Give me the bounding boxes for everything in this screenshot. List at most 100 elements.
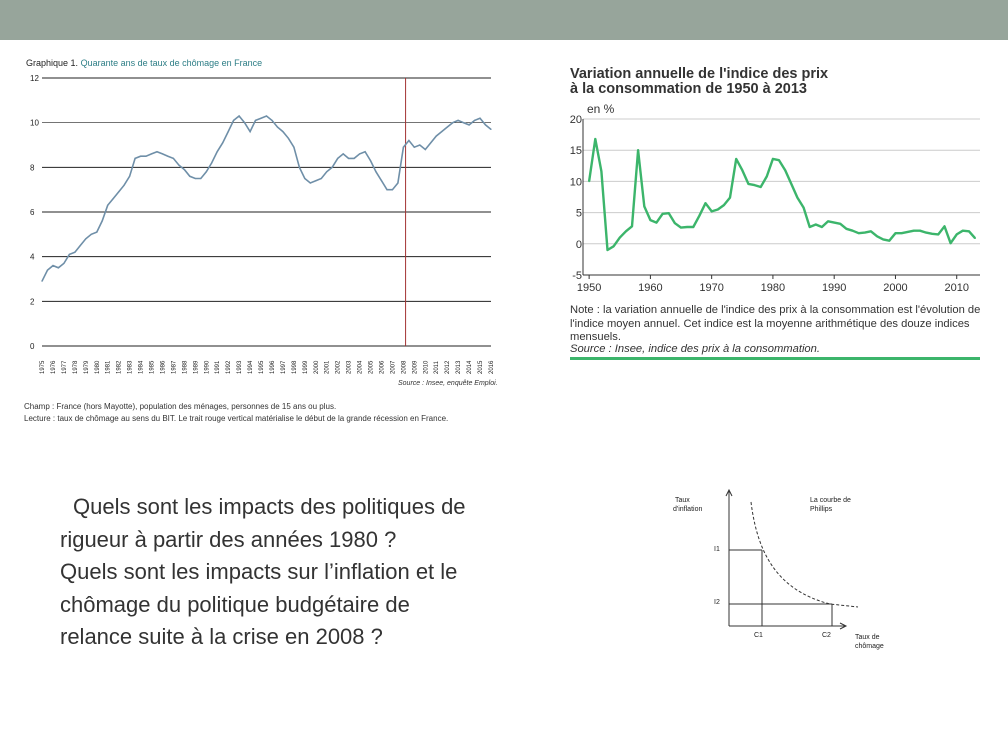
cpi-point — [674, 222, 676, 224]
cpi-point — [649, 219, 652, 221]
cpi-point — [857, 232, 860, 234]
unemp-x-tick-2014: 2014 — [467, 360, 473, 374]
cpi-y-tick-20: 20 — [570, 114, 582, 126]
unemp-point — [320, 177, 322, 180]
cpi-point — [668, 212, 670, 214]
phillips-svg — [725, 488, 859, 630]
unemp-point — [57, 267, 60, 269]
unemp-point — [402, 146, 404, 148]
cpi-point — [759, 186, 762, 188]
cpi-point — [833, 221, 835, 224]
unemp-x-tick-2013: 2013 — [456, 360, 462, 374]
cpi-point — [747, 183, 750, 185]
unemp-point — [298, 166, 300, 168]
unemp-x-tick-1982: 1982 — [117, 360, 123, 374]
cpi-point — [821, 226, 823, 228]
unemp-x-tick-2004: 2004 — [358, 360, 364, 374]
unemp-point — [315, 180, 317, 182]
cpi-point — [784, 169, 786, 171]
unemp-point — [205, 171, 207, 173]
phillips-c1-label: C1 — [754, 632, 763, 639]
unemp-point — [46, 269, 49, 271]
unemp-point — [145, 155, 147, 157]
unemp-x-tick-1978: 1978 — [73, 360, 79, 374]
phillips-curve-label-2: Phillips — [810, 506, 833, 513]
cpi-point — [937, 233, 940, 236]
cpi-y-tick-5: 5 — [576, 208, 582, 220]
unemp-point — [244, 122, 246, 124]
unemp-x-tick-1996: 1996 — [270, 360, 276, 374]
cpi-point — [796, 196, 799, 199]
unemp-point — [96, 231, 98, 233]
unemp-point — [282, 131, 284, 133]
question-line-2: rigueur à partir des années 1980 ? — [60, 526, 397, 552]
cpi-point — [790, 183, 793, 185]
cpi-point — [827, 220, 829, 223]
cpi-y-tick--5: -5 — [572, 270, 582, 282]
cpi-point — [943, 225, 946, 228]
unemp-point — [375, 171, 377, 173]
unemp-point — [233, 119, 235, 121]
cpi-point — [717, 208, 719, 211]
cpi-point — [888, 239, 891, 242]
unemp-point — [468, 124, 470, 126]
unemp-point — [249, 131, 251, 133]
phillips-i1-label: I1 — [714, 546, 720, 553]
unemp-point — [134, 157, 136, 159]
unemp-point — [484, 124, 487, 126]
unemp-x-tick-1987: 1987 — [171, 360, 177, 374]
unemp-point — [441, 131, 443, 133]
unemp-point — [331, 166, 333, 168]
cpi-point — [643, 205, 646, 208]
unemp-x-tick-1994: 1994 — [248, 360, 254, 374]
slide-header-bar — [0, 0, 1008, 40]
unemp-x-tick-2011: 2011 — [434, 360, 440, 374]
unemp-point — [271, 119, 273, 121]
cpi-y-tick-10: 10 — [570, 176, 582, 188]
phillips-x-label-2: chômage — [855, 643, 884, 650]
unemp-point — [101, 220, 103, 222]
cpi-note: Note : la variation annuelle de l'indice… — [570, 304, 981, 343]
unemp-point — [260, 117, 262, 119]
unemp-point — [216, 151, 218, 153]
unemp-point — [227, 131, 229, 133]
unemp-point — [161, 153, 164, 155]
question-line-1: Quels sont les impacts des politiques de — [73, 494, 466, 519]
unemp-x-tick-1976: 1976 — [51, 360, 57, 374]
unemp-point — [222, 142, 224, 144]
cpi-point — [655, 221, 658, 224]
question-line-3: Quels sont les impacts sur l’inflation e… — [60, 559, 458, 584]
unemp-point — [211, 162, 213, 164]
unemp-point — [74, 251, 76, 253]
unemp-point — [342, 153, 344, 155]
unemp-x-tick-1988: 1988 — [182, 360, 188, 374]
cpi-point — [735, 158, 737, 160]
unemp-x-tick-2008: 2008 — [401, 360, 407, 374]
unemp-point — [348, 157, 350, 159]
unemp-y-tick-6: 6 — [30, 208, 35, 217]
cpi-point — [710, 210, 713, 213]
unemp-point — [364, 151, 366, 153]
unemp-point — [112, 198, 114, 200]
cpi-point — [962, 229, 964, 232]
unemp-point — [293, 146, 295, 148]
cpi-series-line — [587, 137, 976, 252]
cpi-point — [680, 226, 682, 229]
unemp-point — [446, 126, 448, 128]
unemp-point — [424, 148, 426, 151]
cpi-point — [723, 204, 725, 206]
unemployment-title-prefix: Graphique 1. — [26, 58, 79, 68]
unemp-x-tick-1986: 1986 — [160, 360, 166, 374]
cpi-point — [955, 233, 958, 236]
unemp-y-tick-8: 8 — [30, 163, 35, 172]
unemp-point — [457, 119, 459, 121]
unemp-point — [150, 153, 153, 155]
cpi-point — [661, 213, 664, 215]
cpi-point — [692, 226, 695, 228]
phillips-c2-label: C2 — [822, 632, 831, 639]
cpi-point — [729, 196, 731, 199]
cpi-point — [864, 231, 866, 234]
cpi-y-tick-15: 15 — [570, 145, 582, 157]
unemp-x-tick-1984: 1984 — [139, 360, 145, 374]
phillips-x-label-1: Taux de — [855, 634, 880, 641]
